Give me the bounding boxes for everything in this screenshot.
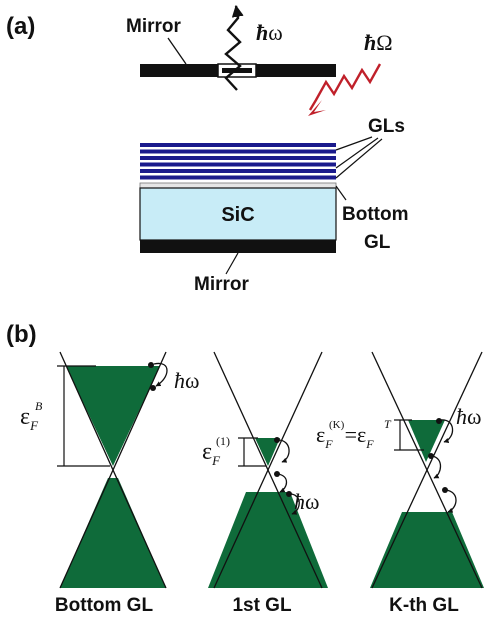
fermi-sup-kth-gl: (K) <box>329 419 345 431</box>
top-mirror-leader <box>167 37 187 65</box>
bottom-gl-label-line1: Bottom <box>342 204 408 225</box>
caption-1st-gl: 1st GL <box>232 595 292 616</box>
fermi-label-bottom-gl: εF <box>20 404 39 433</box>
bottom-gl-layer <box>139 182 337 189</box>
cone-bottom-gl-lower-fill <box>60 478 166 588</box>
bottom-gl-label-line2: GL <box>364 232 391 253</box>
fermi-label-1st-gl: εF <box>202 439 221 468</box>
cone-bottom-gl-upper-fill <box>66 366 160 466</box>
cone-1st-gl-upper-fill <box>255 438 280 466</box>
gls-label: GLs <box>368 116 405 137</box>
bottom-mirror-label: Mirror <box>194 274 250 295</box>
hw-label-1st-gl: ħω <box>294 489 319 514</box>
caption-kth-gl: K-th GL <box>389 595 459 616</box>
fermi-sup-bottom-gl: B <box>35 399 43 413</box>
pump-label: ħΩ <box>364 30 393 55</box>
hw-arrow-1st-gl <box>289 493 300 515</box>
sic-substrate <box>139 187 337 241</box>
cone-1st-gl-lower-fill <box>208 492 328 588</box>
cone-kth-gl <box>370 351 484 589</box>
cone-1st-gl <box>208 351 328 589</box>
hw-label-bottom-gl: ħω <box>174 368 199 393</box>
gls-leader-3 <box>335 138 383 179</box>
pump-wave-arrow <box>308 63 382 111</box>
fermi-label-kth-gl: εF =εF <box>316 422 374 451</box>
hw-label-kth-gl: ħω <box>456 404 481 429</box>
cone-kth-gl-upper-fill <box>408 420 445 462</box>
fermi-sup-1st-gl: (1) <box>216 434 230 448</box>
emission-wave-arrow <box>224 4 244 91</box>
cone-kth-gl-lower-fill <box>370 512 484 588</box>
top-mirror-label: Mirror <box>126 16 182 37</box>
sic-label: SiC <box>221 204 254 226</box>
gls-leader-2 <box>335 137 379 169</box>
gls-leader-1 <box>335 136 373 151</box>
fermi-sup2-kth-gl: T <box>384 417 392 431</box>
panel-a-label: (a) <box>6 13 35 40</box>
cone-bottom-gl <box>57 351 168 589</box>
pump-arrow-head <box>308 100 326 116</box>
panel-b-label: (b) <box>6 321 37 348</box>
graphene-layers <box>140 143 336 184</box>
top-mirror <box>140 63 336 78</box>
bottom-mirror <box>140 240 336 253</box>
emission-label: ħω <box>256 20 283 45</box>
bottom-mirror-leader <box>225 252 239 275</box>
bottom-gl-leader <box>335 185 347 201</box>
hw-arrow-kth-gl <box>439 419 454 443</box>
caption-bottom-gl: Bottom GL <box>55 595 154 616</box>
hw-arrow-bottom-gl <box>153 362 168 387</box>
